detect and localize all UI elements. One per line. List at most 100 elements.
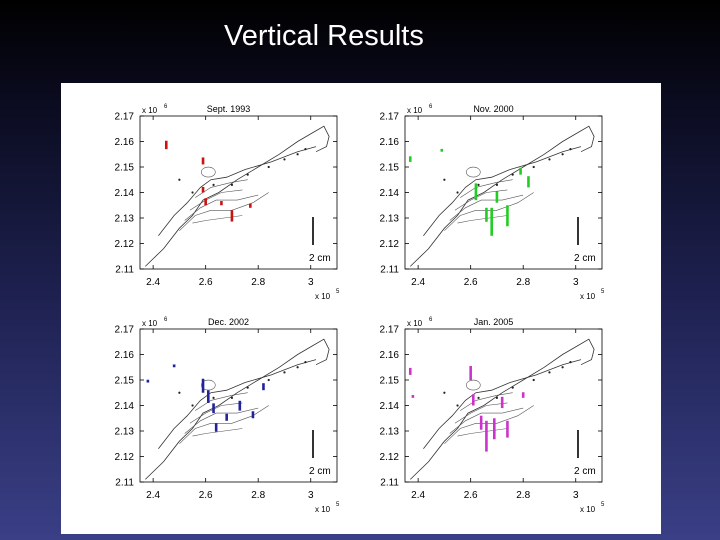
y-tick-label: 2.14 (115, 401, 135, 412)
y-tick-label: 2.11 (115, 478, 134, 489)
x-tick-label: 2.4 (411, 490, 425, 501)
station-dot (456, 191, 459, 194)
depth-contour (179, 405, 269, 444)
station-dot (561, 366, 564, 369)
station-dot (561, 153, 564, 156)
station-dot (230, 183, 234, 186)
y-tick-label: 2.17 (115, 325, 135, 336)
coastline-inner (158, 359, 317, 450)
y-tick-label: 2.12 (380, 239, 400, 250)
station-dot (477, 396, 480, 399)
y-tick-label: 2.16 (115, 137, 135, 148)
depth-contour (184, 194, 259, 221)
scale-bar-label: 2 cm (309, 253, 331, 264)
x-tick-label: 3 (573, 277, 579, 288)
panel-title: Nov. 2000 (473, 104, 513, 114)
station-dot (477, 183, 480, 186)
y-tick-label: 2.16 (380, 137, 400, 148)
coastline-outer (410, 125, 595, 267)
station-dot (569, 148, 572, 151)
slide-title: Vertical Results (224, 20, 424, 52)
station-dot (532, 378, 535, 382)
x-tick-label: 2.4 (146, 490, 160, 501)
depth-contour (444, 405, 534, 444)
x-exponent-label: x 10 (315, 505, 331, 514)
station-dot (283, 158, 286, 161)
y-tick-label: 2.14 (380, 401, 400, 412)
x-tick-label: 2.8 (516, 277, 530, 288)
coastline-inner (158, 146, 317, 237)
chart-panel-3: Dec. 2002 x 10 6 2.17 2.16 2.15 2.14 2.13 2.12 2.… (115, 317, 340, 514)
y-tick-label: 2.17 (115, 112, 135, 123)
station-dot (191, 404, 194, 407)
y-tick-label: 2.11 (380, 265, 399, 276)
x-tick-label: 3 (308, 490, 314, 501)
y-tick-label: 2.14 (380, 188, 400, 199)
depth-contour (457, 428, 508, 437)
y-tick-label: 2.11 (115, 265, 134, 276)
station-dot (443, 391, 446, 394)
x-tick-label: 2.6 (464, 490, 478, 501)
y-tick-label: 2.13 (380, 214, 400, 225)
x-tick-label: 2.8 (251, 277, 265, 288)
scale-bar-label: 2 cm (574, 253, 596, 264)
station-dot (443, 178, 446, 181)
y-tick-label: 2.15 (115, 163, 135, 174)
figure-panel: Sept. 1993 x 10 6 2.17 2.16 2.15 2.14 2.13 2.12 2… (61, 83, 661, 534)
y-exponent-label: x 10 (142, 106, 158, 115)
x-tick-label: 2.8 (251, 490, 265, 501)
x-exponent-power: 5 (336, 289, 340, 295)
coastline-outer (145, 338, 330, 480)
axes-frame (139, 328, 338, 483)
x-exponent-power: 5 (336, 502, 340, 508)
y-tick-label: 2.13 (380, 427, 400, 438)
station-dot (178, 178, 181, 181)
axes-frame (139, 115, 338, 270)
station-dot (569, 361, 572, 364)
station-dot (178, 391, 181, 394)
station-dot (212, 396, 215, 399)
y-tick-label: 2.17 (380, 112, 400, 123)
y-tick-label: 2.16 (115, 350, 135, 361)
station-dot (212, 183, 215, 186)
y-tick-label: 2.15 (380, 163, 400, 174)
crater-outline (465, 166, 481, 178)
chart-panel-4: Jan. 2005 x 10 6 2.17 2.16 2.15 2.14 2.13 2.12 2.… (380, 317, 605, 514)
depth-contour (449, 407, 524, 434)
x-tick-label: 2.4 (411, 277, 425, 288)
station-dot (548, 158, 551, 161)
station-dot (246, 386, 249, 389)
y-exponent-label: x 10 (142, 319, 158, 328)
chart-panel-1: Sept. 1993 x 10 6 2.17 2.16 2.15 2.14 2.13 2.12 2… (115, 104, 340, 301)
crater-outline (465, 379, 481, 391)
x-tick-label: 2.6 (199, 277, 213, 288)
station-dot (495, 183, 499, 186)
depth-contour (454, 189, 508, 211)
scale-bar-label: 2 cm (574, 466, 596, 477)
y-tick-label: 2.12 (380, 452, 400, 463)
station-dot (304, 148, 307, 151)
station-dot (267, 165, 270, 169)
x-exponent-power: 5 (601, 502, 605, 508)
x-exponent-label: x 10 (580, 292, 596, 301)
depth-contour (449, 194, 524, 221)
x-exponent-label: x 10 (580, 505, 596, 514)
panel-title: Sept. 1993 (207, 104, 251, 114)
station-dot (511, 173, 514, 176)
coastline-outer (145, 125, 330, 267)
scale-bar-label: 2 cm (309, 466, 331, 477)
crater-outline (200, 166, 216, 178)
y-exponent-power: 6 (164, 317, 168, 323)
figure-canvas: Sept. 1993 x 10 6 2.17 2.16 2.15 2.14 2.13 2.12 2… (115, 104, 605, 514)
coastline-inner (423, 146, 582, 237)
x-tick-label: 2.6 (464, 277, 478, 288)
y-tick-label: 2.12 (115, 239, 135, 250)
station-dot (296, 366, 299, 369)
crater-outline (200, 379, 216, 391)
y-tick-label: 2.13 (115, 427, 135, 438)
depth-contour (444, 192, 534, 231)
panel-title: Dec. 2002 (208, 317, 249, 327)
x-tick-label: 2.8 (516, 490, 530, 501)
x-exponent-power: 5 (601, 289, 605, 295)
station-dot (532, 165, 535, 169)
